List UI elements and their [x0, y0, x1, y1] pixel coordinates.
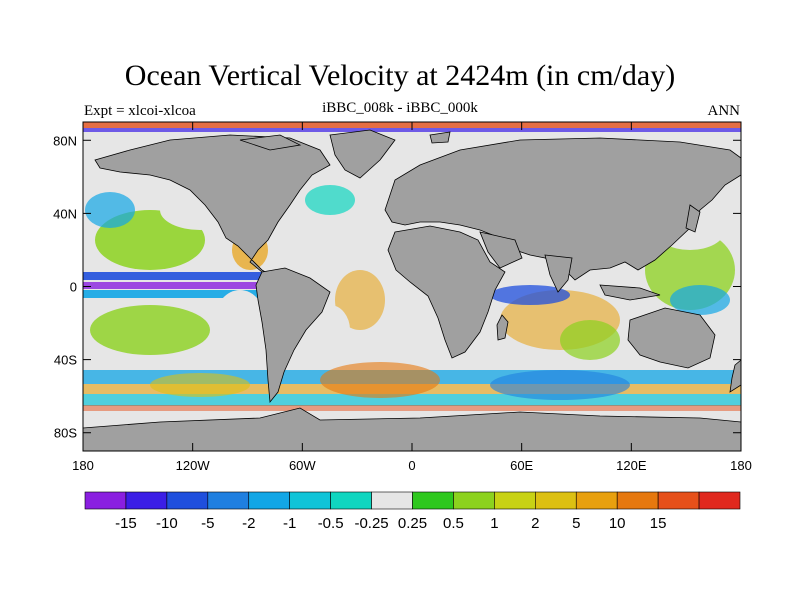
x-tick-label: 60E: [510, 458, 533, 473]
africa: [387, 225, 506, 359]
colorbar-swatch: [166, 491, 209, 510]
south-america: [255, 267, 331, 404]
colorbar-label: -15: [115, 515, 137, 532]
longitude-ticks: 180 120W 60W 0 60E 120E 180: [72, 122, 752, 473]
colorbar-swatch: [207, 491, 250, 510]
y-tick-label: 80S: [54, 426, 77, 441]
colorbar-swatch: [698, 491, 741, 510]
x-tick-label: 120E: [616, 458, 647, 473]
colorbar-label: -0.25: [354, 515, 388, 532]
india: [544, 254, 573, 293]
colorbar-swatch: [125, 491, 168, 510]
eurasia: [384, 137, 741, 281]
experiment-label: Expt = xlcoi-xlcoa: [84, 103, 196, 119]
colorbar-swatch: [657, 491, 700, 510]
svalbard: [429, 131, 451, 144]
y-tick-label: 80N: [53, 133, 77, 148]
antarctica: [83, 407, 741, 451]
colorbar-label: 2: [531, 515, 539, 532]
colorbar-swatch: [616, 491, 659, 510]
x-tick-label: 0: [408, 458, 415, 473]
colorbar-label: 10: [609, 515, 626, 532]
season-label: ANN: [707, 103, 741, 119]
x-tick-label: 60W: [289, 458, 316, 473]
colorbar-label: 0.25: [398, 515, 427, 532]
colorbar-swatch: [575, 491, 618, 510]
australia: [627, 307, 716, 369]
x-tick-label: 180: [730, 458, 752, 473]
plot-subtitle: iBBC_008k - iBBC_000k: [322, 100, 478, 116]
japan: [685, 204, 701, 233]
indonesia: [599, 284, 661, 301]
colorbar-label: -5: [201, 515, 214, 532]
colorbar-swatch: [412, 491, 454, 510]
colorbar-swatch: [248, 491, 290, 510]
ocean-field: [83, 122, 741, 451]
colorbar-label: -10: [156, 515, 178, 532]
colorbar-label: 0.5: [443, 515, 464, 532]
land-masses: [83, 129, 741, 451]
colorbar-swatch: [330, 491, 372, 510]
colorbar-swatch: [371, 491, 413, 510]
colorbar-swatch: [84, 491, 127, 510]
x-tick-label: 120W: [176, 458, 211, 473]
latitude-ticks: 80N 40N 0 40S 80S: [53, 133, 741, 441]
colorbar-label: 1: [490, 515, 498, 532]
madagascar: [496, 314, 509, 341]
y-tick-label: 0: [70, 280, 77, 295]
y-tick-label: 40S: [54, 353, 77, 368]
colorbar-label: -1: [283, 515, 296, 532]
colorbar-swatch: [453, 491, 495, 510]
colorbar-label: -2: [242, 515, 255, 532]
colorbar-swatch: [494, 491, 536, 510]
colorbar: -15 -10 -5 -2 -1 -0.5 -0.25 0.25 0.5 1 2 5 10 15: [84, 491, 741, 532]
new-zealand: [729, 359, 741, 393]
greenland: [329, 129, 396, 179]
colorbar-swatch: [289, 491, 331, 510]
arctic-islands: [239, 134, 302, 151]
arabian-peninsula: [479, 231, 523, 269]
colorbar-swatch: [535, 491, 577, 510]
colorbar-label: -0.5: [318, 515, 344, 532]
x-tick-label: 180: [72, 458, 94, 473]
plot-title: Ocean Vertical Velocity at 2424m (in cm/…: [124, 59, 676, 92]
y-tick-label: 40N: [53, 206, 77, 221]
colorbar-label: 15: [650, 515, 667, 532]
colorbar-label: 5: [572, 515, 580, 532]
